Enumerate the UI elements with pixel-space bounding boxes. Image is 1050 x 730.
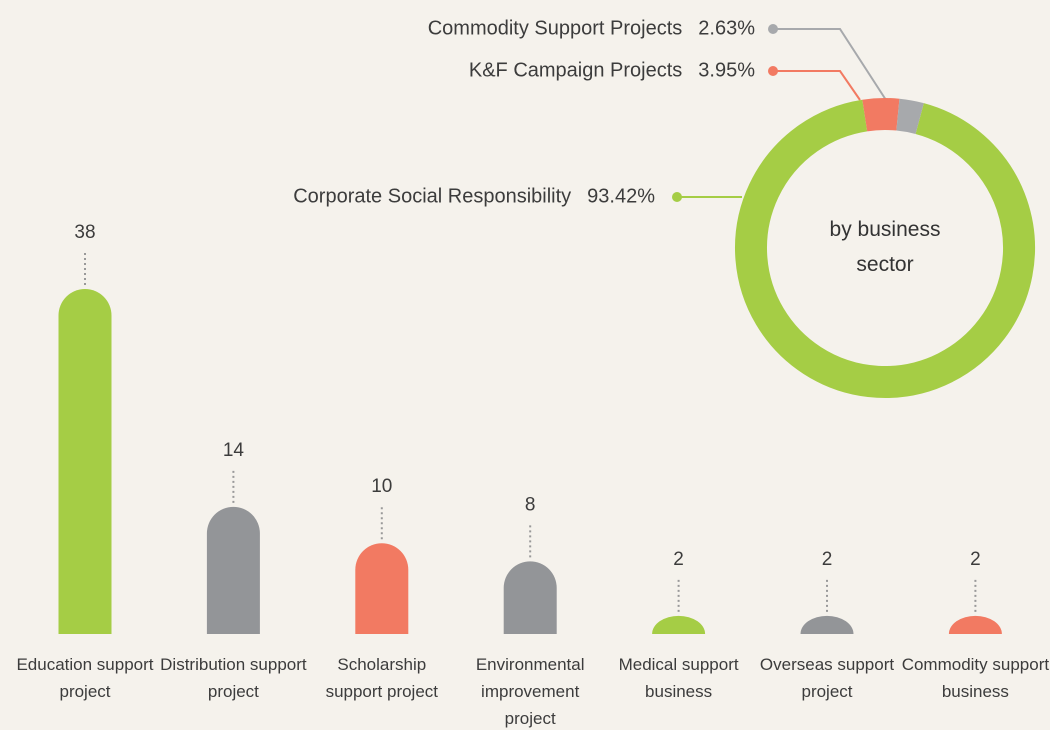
bar (355, 543, 409, 634)
value-label: 14 (223, 440, 245, 461)
legend-label: Commodity Support Projects (427, 17, 683, 40)
donut-segment (896, 98, 924, 135)
legend-label: K&F Campaign Projects (468, 59, 683, 82)
category-label: Education support project (16, 655, 154, 701)
category-label: Overseas support project (759, 655, 895, 701)
legend-value: 93.42% (587, 185, 655, 208)
bar (948, 615, 1002, 634)
category-label: Distribution support project (160, 655, 307, 701)
value-label: 8 (525, 494, 536, 515)
leader-dot (768, 66, 778, 76)
bar (800, 615, 854, 634)
category-label: Medical support business (618, 655, 739, 701)
leader-dot (768, 24, 778, 34)
legend-value: 2.63% (698, 17, 755, 40)
bar (206, 506, 260, 634)
value-label: 2 (970, 549, 981, 570)
bar (652, 615, 706, 634)
bar (58, 289, 112, 634)
bar (503, 561, 557, 634)
donut-segment (735, 99, 1035, 398)
donut-title: by business sector (829, 218, 941, 276)
category-label: Commodity support business (901, 655, 1050, 701)
legend-entry: Commodity Support Projects 2.63% (428, 18, 755, 41)
legend-entry: K&F Campaign Projects 3.95% (469, 60, 755, 83)
donut-segment (862, 98, 900, 132)
category-label: Environmental improvement project (475, 655, 585, 728)
value-label: 10 (371, 476, 392, 497)
value-label: 38 (74, 222, 95, 243)
legend-entry: Corporate Social Responsibility 93.42% (293, 186, 655, 209)
leader-dot (672, 192, 682, 202)
legend-label: Corporate Social Responsibility (293, 185, 572, 208)
value-label: 2 (822, 549, 833, 570)
category-label: Scholarship support project (325, 655, 439, 701)
legend-value: 3.95% (698, 59, 755, 82)
leader-line (773, 28, 887, 101)
value-label: 2 (673, 549, 684, 570)
leader-line (773, 70, 861, 101)
